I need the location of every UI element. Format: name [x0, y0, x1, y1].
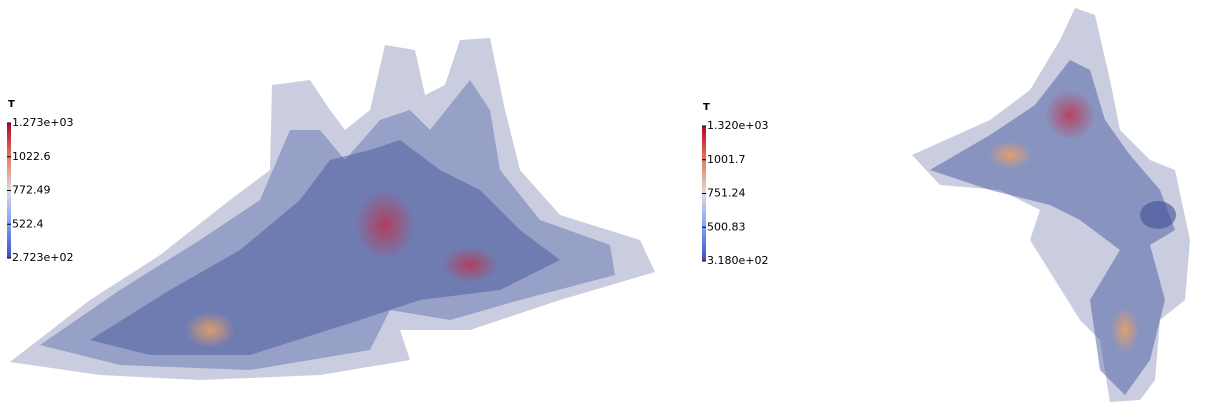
colorbar-label: 500.83	[707, 220, 746, 233]
colorbar-label: 3.180e+02	[707, 254, 768, 267]
render-view: T 1.273e+03 1022.6 772.49 522.4 2.723e+02 T …	[0, 0, 1208, 406]
colorbar-label: 1022.6	[12, 150, 51, 163]
colorbar-label: 522.4	[12, 217, 44, 230]
volume-render-left	[10, 38, 655, 380]
colorbar-label: 751.24	[707, 187, 746, 200]
volume-render-right	[912, 8, 1190, 402]
colorbar-title: T	[703, 102, 710, 113]
colorbar-label: 2.723e+02	[12, 251, 73, 264]
colorbar-label: 1001.7	[707, 153, 746, 166]
colorbar-label: 1.320e+03	[707, 119, 768, 132]
colorbar-title: T	[8, 99, 15, 110]
colorbar-label: 1.273e+03	[12, 116, 73, 129]
colorbar-left: T 1.273e+03 1022.6 772.49 522.4 2.723e+02	[7, 99, 73, 264]
colorbar-label: 772.49	[12, 184, 51, 197]
colorbar-right: T 1.320e+03 1001.7 751.24 500.83 3.180e+02	[702, 102, 768, 267]
